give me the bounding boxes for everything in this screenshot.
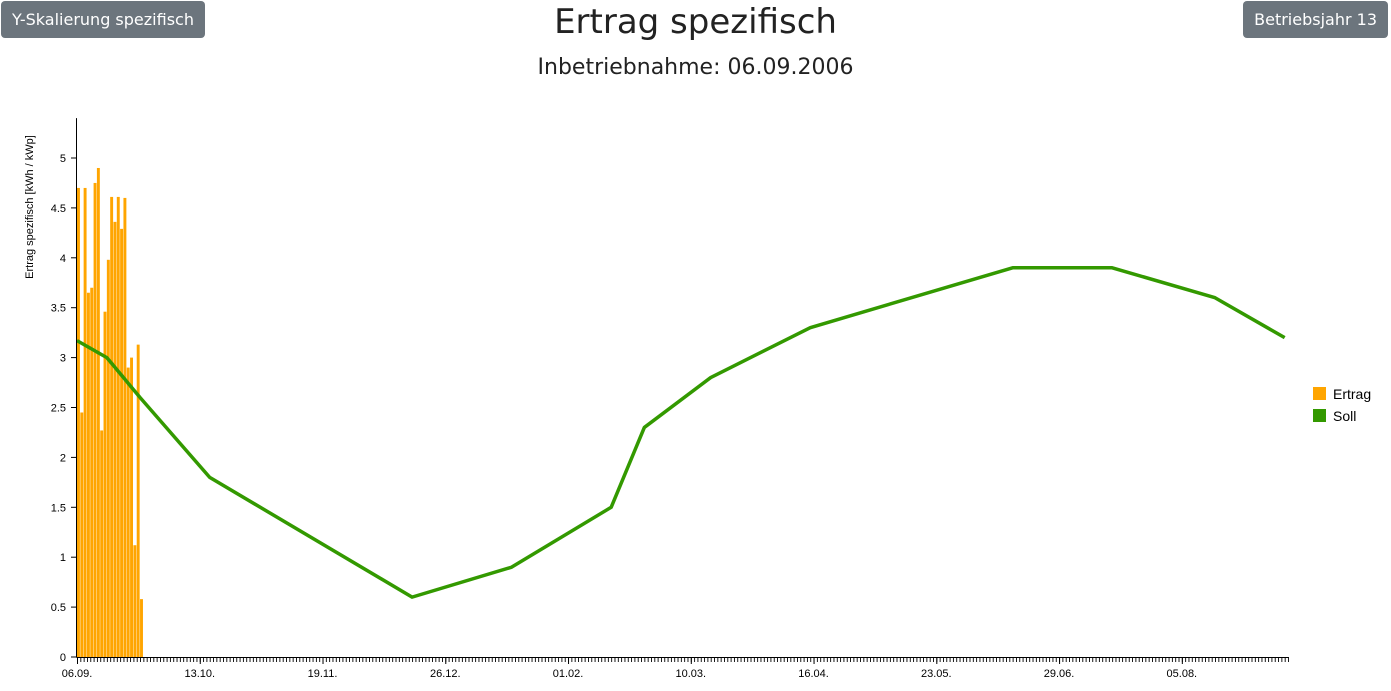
ertrag-bar: [103, 311, 107, 657]
y-tick-label: 2: [60, 452, 66, 464]
ertrag-bar: [90, 287, 94, 657]
ertrag-bar: [116, 196, 120, 658]
ertrag-bar: [140, 599, 143, 657]
y-tick-label: 3: [60, 353, 66, 365]
x-tick-label: 05.08.: [1167, 668, 1198, 680]
axes-layer: 0 0.5 1 1.5 2 2.5 3 3.5 4 4.5 5 06.09. 13.10. 19.11. 2…: [51, 118, 1289, 680]
x-tick-label: 01.02.: [553, 668, 584, 680]
ertrag-bar: [133, 545, 137, 657]
ertrag-bar: [110, 196, 114, 658]
y-tick-label: 1.5: [51, 502, 66, 514]
ertrag-bar: [96, 167, 100, 658]
y-tick-label: 0.5: [51, 602, 66, 614]
y-tick-label: 2.5: [51, 403, 66, 415]
x-tick-label: 26.12.: [430, 668, 461, 680]
operating-year-button[interactable]: Betriebsjahr 13: [1243, 1, 1388, 38]
x-tick-label: 23.05.: [921, 668, 952, 680]
ertrag-bar: [106, 259, 110, 657]
legend-swatch-soll[interactable]: [1313, 409, 1326, 422]
bars-layer: [77, 167, 143, 658]
y-axis-label: Ertrag spezifisch [kWh / kWp]: [24, 135, 36, 279]
x-tick-label: 29.06.: [1044, 668, 1075, 680]
y-tick-label: 4.5: [51, 203, 66, 215]
soll-line-layer: [76, 266, 1286, 599]
legend[interactable]: Ertrag Soll: [1313, 386, 1371, 424]
y-scale-button[interactable]: Y-Skalierung spezifisch: [1, 1, 205, 38]
ertrag-bar: [123, 197, 127, 658]
ertrag-bar: [93, 182, 97, 657]
y-tick-label: 5: [60, 153, 66, 165]
legend-label-soll[interactable]: Soll: [1333, 408, 1356, 424]
x-tick-label: 13.10.: [184, 668, 215, 680]
ertrag-bar: [80, 412, 84, 657]
chart-title: Ertrag spezifisch: [554, 2, 837, 42]
ertrag-bar: [77, 187, 80, 657]
ertrag-bar: [86, 292, 90, 657]
x-tick-label: 16.04.: [798, 668, 829, 680]
x-tick-label: 19.11.: [308, 668, 338, 680]
ertrag-bar: [126, 367, 130, 657]
x-tick-label: 10.03.: [675, 668, 706, 680]
y-tick-label: 1: [60, 552, 66, 564]
ertrag-bar: [130, 357, 133, 657]
ertrag-bar: [113, 221, 117, 657]
ertrag-bar: [83, 187, 87, 657]
x-tick-label: 06.09.: [62, 668, 93, 680]
y-tick-label: 4: [60, 253, 66, 265]
legend-label-ertrag[interactable]: Ertrag: [1333, 386, 1371, 402]
legend-swatch-ertrag[interactable]: [1313, 387, 1326, 400]
y-tick-label: 3.5: [51, 303, 66, 315]
ertrag-bar: [120, 228, 124, 658]
ertrag-bar: [100, 430, 104, 657]
soll-line: [76, 266, 1286, 599]
ertrag-bar: [136, 344, 140, 657]
chart-subtitle: Inbetriebnahme: 06.09.2006: [537, 55, 854, 80]
y-tick-label: 0: [60, 652, 66, 664]
